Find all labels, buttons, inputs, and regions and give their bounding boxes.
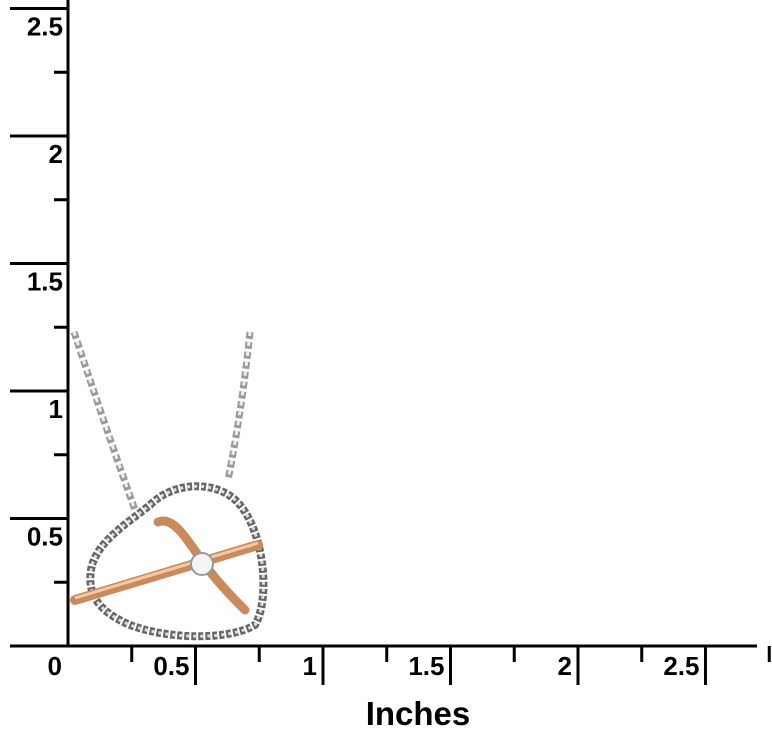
heart <box>86 482 268 641</box>
chain-right-highlight <box>226 331 252 481</box>
x-label: 2 <box>558 651 572 681</box>
y-label: 2 <box>49 139 63 169</box>
y-label: 1.5 <box>27 267 63 297</box>
cross-horizontal <box>70 540 263 605</box>
x-label: 1.5 <box>408 651 444 681</box>
cross-shine <box>74 541 259 600</box>
y-label: 1 <box>49 394 63 424</box>
x-label: 1 <box>303 651 317 681</box>
chain-left-highlight <box>72 331 137 511</box>
heart-highlight <box>88 484 265 638</box>
chain-left <box>70 330 139 512</box>
x-label: 2.5 <box>663 651 699 681</box>
diamond <box>190 552 214 576</box>
x-label: 0.5 <box>153 651 189 681</box>
axis-label: Inches <box>366 695 471 732</box>
necklace <box>70 330 268 641</box>
y-label: 2.5 <box>27 12 63 42</box>
y-label: 0.5 <box>27 522 63 552</box>
ruler: 0 0.5 1 1.5 2 2.5 0.5 1 1.5 2 2.5 <box>10 0 771 685</box>
x-label: 0 <box>48 651 62 681</box>
